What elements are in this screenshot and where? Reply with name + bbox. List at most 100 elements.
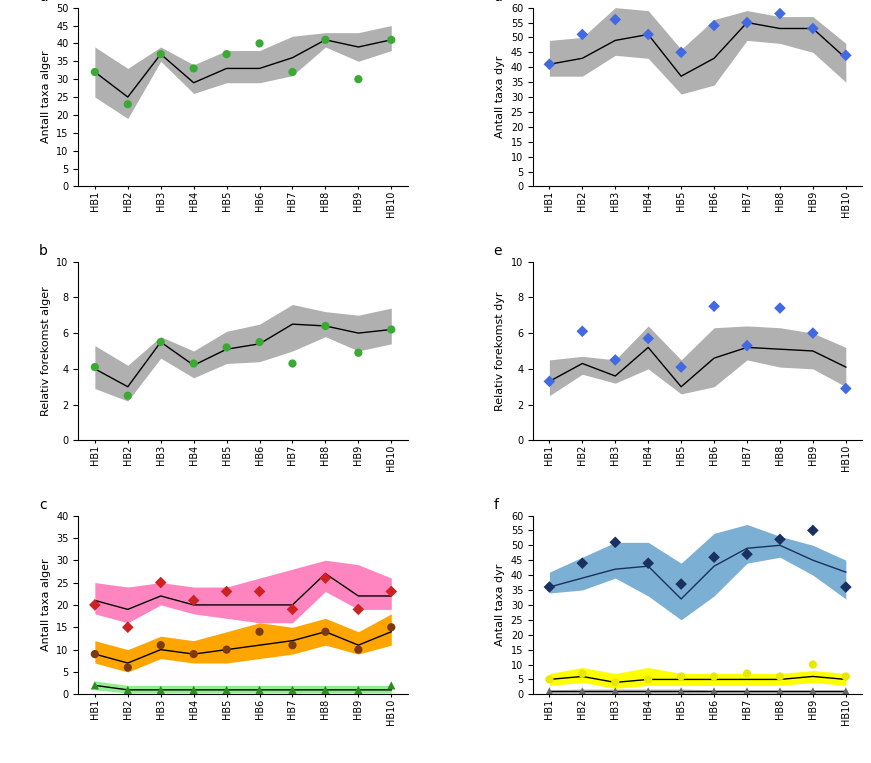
Point [773, 685, 787, 697]
Point [319, 320, 333, 332]
Point [543, 685, 557, 697]
Point [608, 354, 622, 366]
Point [286, 357, 300, 369]
Point [286, 684, 300, 696]
Point [839, 581, 853, 593]
Point [674, 685, 688, 697]
Point [186, 684, 200, 696]
Point [576, 668, 590, 680]
Point [253, 336, 267, 348]
Point [543, 58, 557, 70]
Y-axis label: Relativ forekomst alger: Relativ forekomst alger [41, 286, 51, 416]
Point [740, 17, 754, 29]
Point [88, 599, 102, 611]
Point [773, 533, 787, 546]
Point [707, 671, 721, 683]
Point [121, 684, 135, 696]
Point [576, 685, 590, 697]
Point [641, 333, 655, 345]
Point [154, 684, 168, 696]
Point [543, 375, 557, 388]
Point [253, 684, 267, 696]
Point [219, 48, 233, 60]
Point [773, 8, 787, 20]
Y-axis label: Antall taxa dyr: Antall taxa dyr [495, 56, 505, 138]
Point [154, 639, 168, 652]
Point [319, 626, 333, 638]
Point [121, 390, 135, 402]
Point [253, 37, 267, 50]
Point [740, 668, 754, 680]
Point [351, 346, 365, 359]
Point [641, 685, 655, 697]
Point [219, 684, 233, 696]
Point [839, 49, 853, 62]
Point [186, 594, 200, 607]
Point [839, 671, 853, 683]
Text: b: b [39, 244, 48, 258]
Point [286, 66, 300, 78]
Point [319, 34, 333, 46]
Point [740, 685, 754, 697]
Text: e: e [493, 244, 502, 258]
Point [543, 581, 557, 593]
Point [674, 361, 688, 373]
Point [384, 324, 398, 336]
Point [806, 524, 820, 536]
Point [286, 604, 300, 616]
Text: c: c [39, 498, 46, 512]
Point [154, 336, 168, 348]
Point [351, 684, 365, 696]
Point [253, 585, 267, 597]
Y-axis label: Relativ forekomst dyr: Relativ forekomst dyr [496, 291, 505, 410]
Point [319, 572, 333, 584]
Point [384, 621, 398, 633]
Y-axis label: Antall taxa alger: Antall taxa alger [41, 559, 51, 652]
Point [641, 28, 655, 40]
Point [219, 643, 233, 655]
Point [286, 639, 300, 652]
Point [384, 34, 398, 46]
Point [121, 621, 135, 633]
Point [351, 643, 365, 655]
Point [839, 382, 853, 394]
Point [740, 548, 754, 560]
Y-axis label: Antall taxa dyr: Antall taxa dyr [495, 564, 505, 646]
Text: d: d [493, 0, 503, 4]
Point [253, 626, 267, 638]
Point [219, 585, 233, 597]
Point [121, 98, 135, 111]
Point [186, 63, 200, 75]
Point [608, 685, 622, 697]
Point [154, 577, 168, 589]
Point [806, 685, 820, 697]
Point [608, 676, 622, 688]
Point [707, 300, 721, 312]
Point [806, 22, 820, 34]
Text: f: f [493, 498, 498, 512]
Y-axis label: Antall taxa alger: Antall taxa alger [41, 50, 51, 143]
Point [576, 557, 590, 569]
Point [674, 47, 688, 59]
Point [186, 648, 200, 660]
Point [707, 551, 721, 563]
Point [608, 536, 622, 549]
Point [154, 48, 168, 60]
Point [674, 578, 688, 590]
Point [384, 585, 398, 597]
Point [707, 19, 721, 31]
Point [806, 327, 820, 340]
Point [773, 302, 787, 314]
Point [674, 671, 688, 683]
Point [641, 673, 655, 685]
Point [88, 66, 102, 78]
Point [351, 73, 365, 85]
Point [88, 361, 102, 373]
Point [351, 604, 365, 616]
Point [88, 648, 102, 660]
Point [707, 685, 721, 697]
Point [773, 671, 787, 683]
Point [641, 557, 655, 569]
Point [121, 662, 135, 674]
Point [319, 684, 333, 696]
